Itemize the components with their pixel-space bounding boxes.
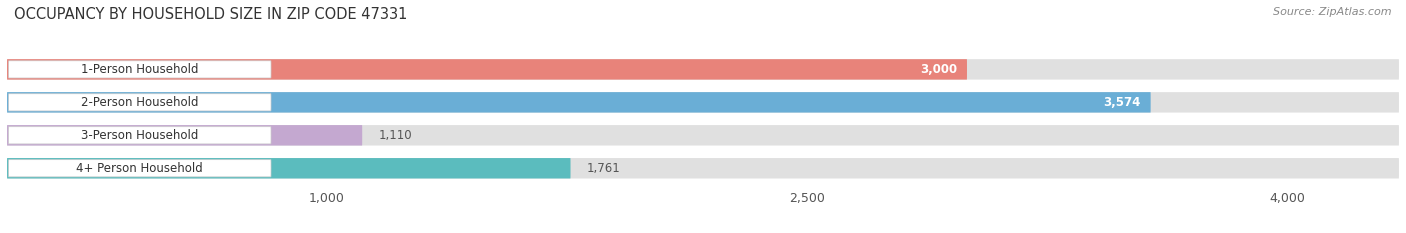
FancyBboxPatch shape — [7, 59, 967, 80]
FancyBboxPatch shape — [7, 59, 1399, 80]
Text: 1,110: 1,110 — [378, 129, 412, 142]
Text: 3-Person Household: 3-Person Household — [82, 129, 198, 142]
FancyBboxPatch shape — [7, 125, 363, 146]
Text: 1-Person Household: 1-Person Household — [82, 63, 198, 76]
FancyBboxPatch shape — [8, 61, 271, 78]
FancyBboxPatch shape — [8, 127, 271, 144]
Text: 1,761: 1,761 — [586, 162, 620, 175]
Text: Source: ZipAtlas.com: Source: ZipAtlas.com — [1274, 7, 1392, 17]
FancyBboxPatch shape — [7, 92, 1399, 113]
FancyBboxPatch shape — [8, 94, 271, 111]
Text: OCCUPANCY BY HOUSEHOLD SIZE IN ZIP CODE 47331: OCCUPANCY BY HOUSEHOLD SIZE IN ZIP CODE … — [14, 7, 408, 22]
FancyBboxPatch shape — [7, 158, 571, 178]
Text: 3,574: 3,574 — [1104, 96, 1142, 109]
Text: 4+ Person Household: 4+ Person Household — [76, 162, 204, 175]
FancyBboxPatch shape — [8, 160, 271, 177]
FancyBboxPatch shape — [7, 92, 1150, 113]
FancyBboxPatch shape — [7, 158, 1399, 178]
Text: 2-Person Household: 2-Person Household — [82, 96, 198, 109]
FancyBboxPatch shape — [7, 125, 1399, 146]
Text: 3,000: 3,000 — [921, 63, 957, 76]
